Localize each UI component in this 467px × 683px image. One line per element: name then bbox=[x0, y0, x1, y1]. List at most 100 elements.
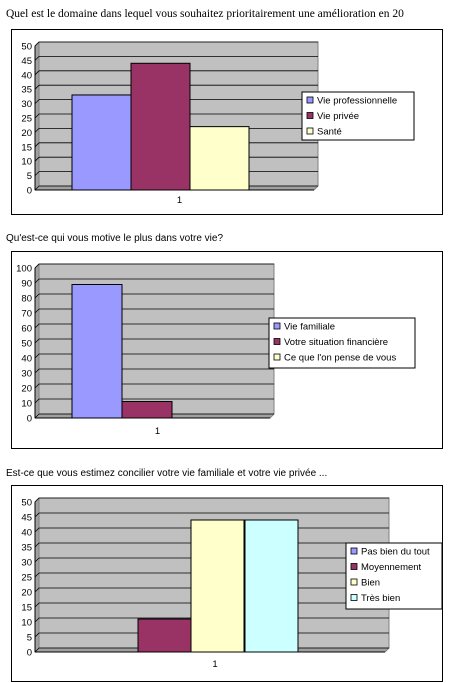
chart-2-frame: 0 10 20 30 40 50 60 70 80 90 100 1 Vie familiale Votr… bbox=[11, 251, 443, 449]
y-tick-label: 10 bbox=[21, 618, 32, 629]
legend-label: Moyennement bbox=[361, 562, 422, 573]
legend-label: Ce que l'on pense de vous bbox=[284, 353, 396, 364]
gridline-depth bbox=[34, 368, 40, 374]
gridline-depth bbox=[34, 497, 40, 503]
gridline-depth bbox=[34, 398, 40, 404]
gridline-depth bbox=[34, 263, 40, 269]
bar-votre-situation-financi-re bbox=[121, 401, 173, 419]
y-tick-label: 100 bbox=[16, 264, 32, 275]
bar-vie-familiale bbox=[71, 284, 123, 419]
gridline-depth bbox=[34, 99, 40, 104]
y-tick-label: 90 bbox=[21, 279, 32, 290]
legend-swatch bbox=[306, 127, 314, 135]
legend-swatch bbox=[273, 338, 281, 345]
x-category-label: 1 bbox=[177, 195, 182, 206]
legend-label: Pas bien du tout bbox=[361, 547, 430, 558]
legend-swatch bbox=[306, 112, 314, 119]
y-tick-label: 10 bbox=[21, 157, 32, 168]
chart-3: 0 5 10 15 20 25 30 35 40 45 50 1 Pas bien du tout Moy… bbox=[21, 497, 442, 670]
y-tick-label: 20 bbox=[21, 384, 32, 395]
y-tick-label: 30 bbox=[21, 558, 32, 569]
gridline-depth bbox=[34, 632, 40, 638]
y-tick-label: 20 bbox=[21, 128, 32, 139]
y-tick-label: 0 bbox=[27, 648, 32, 659]
gridline-depth bbox=[34, 323, 40, 329]
question-1-title: Quel est le domaine dans lequel vous sou… bbox=[6, 8, 404, 20]
gridline-depth bbox=[34, 41, 40, 47]
gridline-depth bbox=[34, 185, 40, 191]
gridline-depth bbox=[34, 338, 40, 344]
legend-label: Vie professionnelle bbox=[317, 96, 397, 107]
gridline-depth bbox=[34, 84, 40, 90]
y-tick-label: 30 bbox=[21, 369, 32, 380]
legend-label: Bien bbox=[361, 578, 380, 589]
legend-swatch bbox=[273, 322, 281, 330]
legend-label: Très bien bbox=[361, 593, 400, 604]
bar-tr-s-bien bbox=[244, 519, 299, 653]
y-tick-label: 70 bbox=[21, 309, 32, 320]
gridline-depth bbox=[34, 70, 40, 76]
legend-label: Vie familiale bbox=[284, 322, 335, 333]
y-tick-label: 0 bbox=[27, 414, 32, 425]
y-tick-label: 25 bbox=[21, 573, 32, 584]
y-tick-label: 25 bbox=[21, 114, 32, 125]
y-tick-label: 10 bbox=[21, 399, 32, 410]
y-tick-label: 80 bbox=[21, 294, 32, 305]
legend-swatch bbox=[350, 594, 358, 601]
question-2-title: Qu'est-ce qui vous motive le plus dans v… bbox=[6, 233, 224, 244]
gridline-depth bbox=[34, 293, 40, 299]
y-tick-label: 5 bbox=[27, 633, 32, 644]
chart-1-frame: 0 5 10 15 20 25 30 35 40 45 50 1 Vie professionnelle… bbox=[11, 29, 443, 215]
y-tick-label: 20 bbox=[21, 588, 32, 599]
gridline-depth bbox=[34, 557, 40, 563]
y-tick-label: 40 bbox=[21, 528, 32, 539]
x-category-label: 1 bbox=[155, 426, 160, 437]
gridline-depth bbox=[34, 308, 40, 314]
bar-bien bbox=[190, 519, 245, 653]
legend-swatch bbox=[350, 547, 358, 555]
y-tick-label: 50 bbox=[21, 42, 32, 53]
y-tick-label: 35 bbox=[21, 85, 32, 96]
y-tick-label: 15 bbox=[21, 142, 32, 153]
gridline-depth bbox=[34, 56, 40, 61]
gridline-depth bbox=[34, 512, 40, 518]
legend-label: Vie privée bbox=[317, 111, 359, 122]
y-tick-label: 45 bbox=[21, 513, 32, 524]
y-tick-label: 50 bbox=[21, 339, 32, 350]
legend-label: Votre situation financière bbox=[284, 337, 388, 348]
gridline-depth bbox=[34, 113, 40, 119]
y-tick-label: 40 bbox=[21, 354, 32, 365]
gridline-depth bbox=[34, 142, 40, 148]
gridline-depth bbox=[34, 278, 40, 284]
y-tick-label: 15 bbox=[21, 603, 32, 614]
legend-label: Santé bbox=[317, 127, 342, 138]
gridline-depth bbox=[34, 171, 40, 176]
y-tick-label: 50 bbox=[21, 498, 32, 509]
chart-3-frame: 0 5 10 15 20 25 30 35 40 45 50 1 Pas bien du tout Moy… bbox=[11, 485, 443, 682]
gridline-depth bbox=[34, 413, 40, 419]
chart-2: 0 10 20 30 40 50 60 70 80 90 100 1 Vie familiale Votr… bbox=[16, 263, 416, 437]
y-tick-label: 60 bbox=[21, 324, 32, 335]
bar-vie-priv-e bbox=[130, 62, 191, 191]
bar-sant- bbox=[189, 126, 250, 191]
chart-1: 0 5 10 15 20 25 30 35 40 45 50 1 Vie professionnelle… bbox=[21, 41, 415, 206]
gridline-depth bbox=[34, 383, 40, 389]
y-tick-label: 30 bbox=[21, 99, 32, 110]
gridline-depth bbox=[34, 353, 40, 359]
gridline-depth bbox=[34, 542, 40, 548]
legend bbox=[345, 542, 442, 610]
gridline-depth bbox=[34, 128, 40, 133]
gridline-depth bbox=[34, 617, 40, 623]
legend-swatch bbox=[306, 96, 314, 104]
bar-moyennement bbox=[137, 618, 192, 653]
legend-swatch bbox=[273, 353, 281, 361]
gridline-depth bbox=[34, 602, 40, 608]
y-tick-label: 45 bbox=[21, 56, 32, 67]
gridline-depth bbox=[34, 527, 40, 533]
legend-swatch bbox=[350, 578, 358, 586]
gridline-depth bbox=[34, 156, 40, 162]
y-tick-label: 35 bbox=[21, 543, 32, 554]
legend bbox=[301, 91, 415, 141]
gridline-depth bbox=[34, 647, 40, 653]
gridline-depth bbox=[34, 587, 40, 593]
